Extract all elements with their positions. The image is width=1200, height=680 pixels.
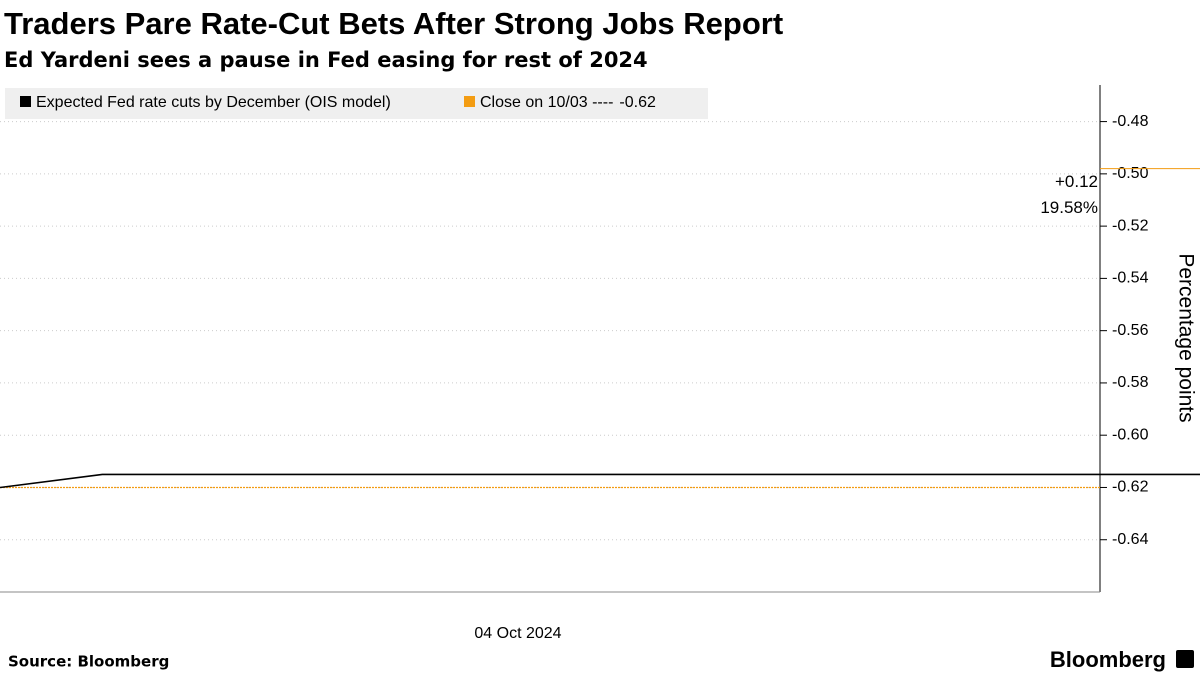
y-tick-label: -0.48 [1112, 113, 1149, 130]
chart-subtitle: Ed Yardeni sees a pause in Fed easing fo… [4, 48, 648, 72]
y-tick-label: -0.60 [1112, 426, 1149, 443]
legend-swatch [20, 96, 31, 107]
y-tick-label: -0.62 [1112, 479, 1149, 496]
annotation: 19.58% [1040, 198, 1098, 217]
brand-icon [1176, 650, 1194, 668]
legend-value: -0.62 [619, 94, 656, 111]
legend-box [5, 88, 708, 119]
x-date-label: 04 Oct 2024 [474, 625, 561, 642]
brand: Bloomberg [1050, 647, 1166, 672]
legend-swatch [464, 96, 475, 107]
y-tick-label: -0.50 [1112, 165, 1149, 182]
y-tick-label: -0.64 [1112, 531, 1149, 548]
annotation: +0.12 [1055, 172, 1098, 191]
legend-label: Close on 10/03 ---- [480, 94, 613, 111]
y-tick-label: -0.52 [1112, 217, 1149, 234]
series-line [0, 473, 1200, 489]
source: Source: Bloomberg [8, 653, 169, 671]
y-tick-label: -0.58 [1112, 374, 1149, 391]
y-tick-label: -0.54 [1112, 270, 1149, 287]
legend-label: Expected Fed rate cuts by December (OIS … [36, 94, 391, 111]
y-tick-label: -0.56 [1112, 322, 1149, 339]
chart-title: Traders Pare Rate-Cut Bets After Strong … [4, 6, 783, 41]
y-axis-title: Percentage points [1174, 253, 1197, 422]
